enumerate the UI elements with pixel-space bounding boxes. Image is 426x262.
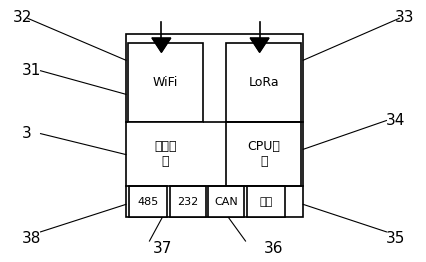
Text: 33: 33: [394, 10, 413, 25]
Bar: [129, 186, 167, 217]
Text: 34: 34: [386, 113, 405, 128]
Bar: [246, 186, 285, 217]
Bar: [226, 43, 300, 122]
Text: CAN: CAN: [214, 197, 237, 207]
Polygon shape: [250, 38, 268, 52]
Text: 电源模
块: 电源模 块: [154, 140, 176, 168]
Text: 35: 35: [386, 231, 405, 246]
Text: 37: 37: [152, 241, 172, 256]
Bar: [207, 186, 244, 217]
Bar: [226, 122, 300, 186]
Text: 32: 32: [13, 10, 32, 25]
Text: 31: 31: [21, 63, 40, 78]
Polygon shape: [152, 38, 170, 52]
Text: 485: 485: [137, 197, 158, 207]
Text: 36: 36: [263, 241, 282, 256]
Text: 38: 38: [21, 231, 40, 246]
Text: WiFi: WiFi: [153, 76, 178, 89]
Text: 232: 232: [177, 197, 198, 207]
Text: 以太: 以太: [259, 197, 272, 207]
Text: CPU模
块: CPU模 块: [247, 140, 279, 168]
Bar: [128, 43, 202, 122]
Text: 3: 3: [21, 126, 31, 141]
Bar: [169, 186, 205, 217]
Bar: [128, 122, 202, 186]
Text: LoRa: LoRa: [248, 76, 278, 89]
Bar: [126, 34, 302, 217]
